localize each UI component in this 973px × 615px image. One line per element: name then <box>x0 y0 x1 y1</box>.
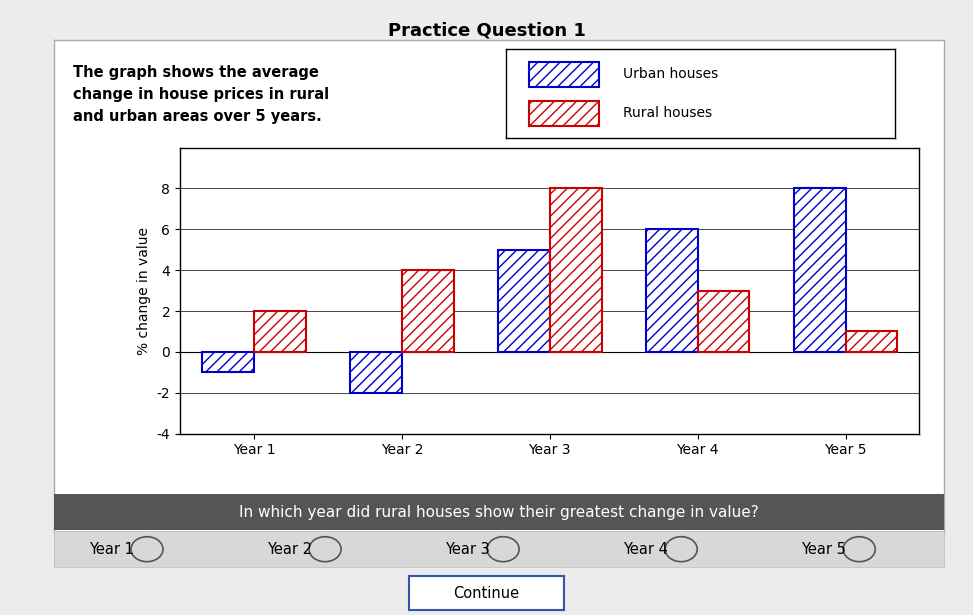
Bar <box>646 229 698 352</box>
Text: Year 4: Year 4 <box>623 542 667 557</box>
Y-axis label: % change in value: % change in value <box>137 226 151 355</box>
Bar <box>350 352 402 393</box>
Bar <box>498 250 550 352</box>
Text: Continue: Continue <box>453 585 520 601</box>
Text: Year 1: Year 1 <box>89 542 133 557</box>
Text: Year 3: Year 3 <box>445 542 489 557</box>
Text: Practice Question 1: Practice Question 1 <box>387 22 586 39</box>
Text: The graph shows the average
change in house prices in rural
and urban areas over: The graph shows the average change in ho… <box>73 65 329 124</box>
Bar <box>550 188 601 352</box>
Bar <box>402 270 453 352</box>
Bar <box>846 331 897 352</box>
Bar <box>202 352 254 372</box>
Text: Year 2: Year 2 <box>267 542 311 557</box>
Bar <box>698 290 749 352</box>
Bar <box>794 188 846 352</box>
Text: Year 5: Year 5 <box>801 542 846 557</box>
Text: In which year did rural houses show their greatest change in value?: In which year did rural houses show thei… <box>238 505 759 520</box>
Text: Urban houses: Urban houses <box>623 67 718 81</box>
Text: Rural houses: Rural houses <box>623 106 712 121</box>
FancyBboxPatch shape <box>529 101 599 126</box>
FancyBboxPatch shape <box>529 62 599 87</box>
Bar <box>254 311 306 352</box>
